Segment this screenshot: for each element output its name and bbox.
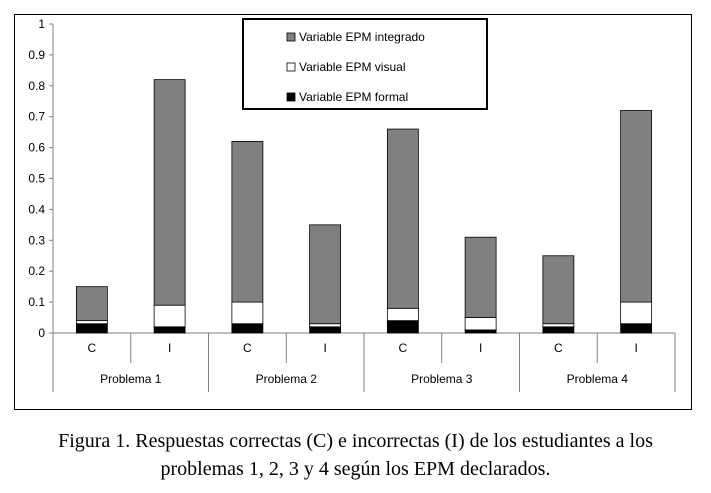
y-tick-label: 0.3 xyxy=(28,233,45,247)
legend-swatch xyxy=(286,32,296,42)
bar-segment-variable-epm-formal xyxy=(309,326,342,334)
y-tick-label: 0.9 xyxy=(28,48,45,62)
bar-segment-variable-epm-formal xyxy=(153,326,186,334)
y-tick-label: 0.2 xyxy=(28,264,45,278)
stacked-bar-chart: 0 0.1 0.2 0.3 0.4 0.5 0.6 0.7 0.8 0.9 1 C I C I C I C I Pro… xyxy=(28,17,676,392)
legend-box xyxy=(242,18,488,110)
legend-swatch xyxy=(286,62,296,72)
y-tick-label: 0.4 xyxy=(28,202,45,216)
bar-segment-variable-epm-visual xyxy=(153,304,186,328)
bar-segment-variable-epm-integrado xyxy=(231,141,264,303)
figure-caption-line-2: problemas 1, 2, 3 y 4 según los EPM decl… xyxy=(160,458,551,480)
legend-label: Variable EPM formal xyxy=(299,90,408,104)
bar-segment-variable-epm-integrado xyxy=(309,224,342,325)
chart-frame: 0 0.1 0.2 0.3 0.4 0.5 0.6 0.7 0.8 0.9 1 C I C I C I C I Pro… xyxy=(14,14,692,410)
legend-swatch xyxy=(286,92,296,102)
bar-segment-variable-epm-integrado xyxy=(386,128,419,309)
y-tick-label: 0.1 xyxy=(28,295,45,309)
bar-segment-variable-epm-integrado xyxy=(620,110,653,303)
bar-segment-variable-epm-formal xyxy=(75,323,108,334)
category-label: C xyxy=(554,341,563,355)
y-tick-label: 0 xyxy=(38,326,45,340)
category-label: I xyxy=(634,341,637,355)
bar-segment-variable-epm-visual xyxy=(542,323,575,328)
category-label: I xyxy=(168,341,171,355)
group-label: Problema 2 xyxy=(256,372,318,386)
y-tick-label: 0.6 xyxy=(28,141,45,155)
legend-label: Variable EPM integrado xyxy=(299,30,425,44)
bar-segment-variable-epm-integrado xyxy=(153,79,186,306)
category-label: C xyxy=(88,341,97,355)
group-label: Problema 1 xyxy=(100,372,162,386)
y-tick-label: 0.8 xyxy=(28,79,45,93)
bar-segment-variable-epm-formal xyxy=(231,323,264,334)
bar-segment-variable-epm-integrado xyxy=(464,236,497,318)
bar-segment-variable-epm-formal xyxy=(542,326,575,334)
bar-segment-variable-epm-visual xyxy=(464,317,497,331)
category-label: I xyxy=(323,341,326,355)
y-tick-label: 1 xyxy=(38,17,45,31)
bar-segment-variable-epm-formal xyxy=(620,323,653,334)
category-label: I xyxy=(479,341,482,355)
bar-segment-variable-epm-visual xyxy=(309,323,342,328)
category-label: C xyxy=(399,341,408,355)
bar-segment-variable-epm-formal xyxy=(386,320,419,334)
bar-segment-variable-epm-formal xyxy=(464,329,497,334)
bar-segment-variable-epm-visual xyxy=(75,320,108,325)
bar-segment-variable-epm-visual xyxy=(620,301,653,325)
y-tick-label: 0.5 xyxy=(28,172,45,186)
group-label: Problema 3 xyxy=(411,372,473,386)
category-label: C xyxy=(243,341,252,355)
bar-segment-variable-epm-visual xyxy=(231,301,264,325)
bar-segment-variable-epm-integrado xyxy=(75,286,108,322)
bar-segment-variable-epm-visual xyxy=(386,307,419,322)
group-label: Problema 4 xyxy=(567,372,629,386)
legend-label: Variable EPM visual xyxy=(299,60,406,74)
y-tick-label: 0.7 xyxy=(28,110,45,124)
bar-segment-variable-epm-integrado xyxy=(542,255,575,325)
figure-caption-line-1: Figura 1. Respuestas correctas (C) e inc… xyxy=(58,430,653,452)
